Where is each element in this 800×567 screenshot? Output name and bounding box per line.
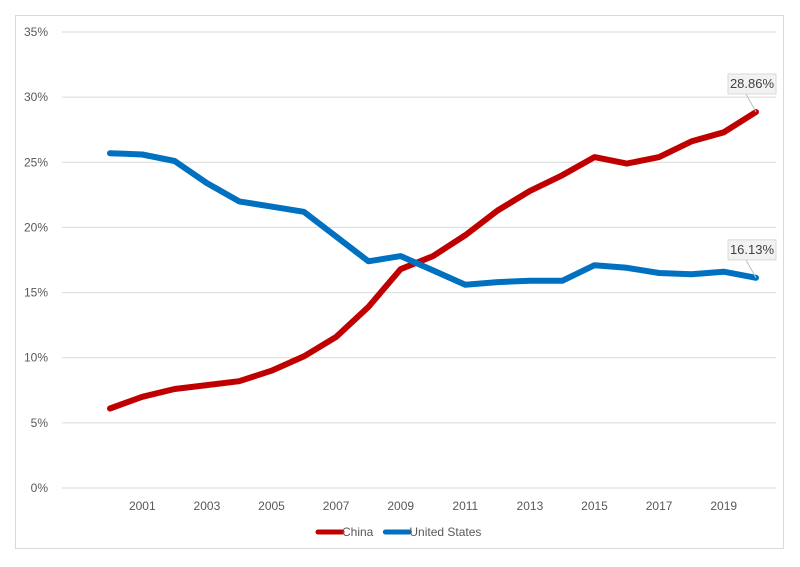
callout-leader: [745, 259, 757, 279]
x-tick-label: 2013: [517, 499, 544, 513]
y-tick-label: 5%: [31, 416, 49, 430]
y-tick-label: 0%: [31, 481, 49, 495]
x-axis-ticks: 2001 2003 2005 2007 2009 2011 2013 2015 2017 2019: [129, 499, 737, 513]
y-tick-label: 30%: [24, 90, 48, 104]
x-tick-label: 2019: [710, 499, 737, 513]
series-line-united-states: [107, 150, 759, 288]
data-callouts: 28.86% 16.13%: [727, 73, 777, 279]
y-tick-label: 15%: [24, 286, 48, 300]
y-tick-label: 25%: [24, 155, 48, 169]
callout-leader: [745, 93, 757, 113]
x-tick-label: 2015: [581, 499, 608, 513]
legend: China United States: [315, 525, 481, 539]
legend-label-china: China: [342, 525, 374, 539]
legend-label-united-states: United States: [409, 525, 481, 539]
y-tick-label: 20%: [24, 220, 48, 234]
y-tick-label: 10%: [24, 351, 48, 365]
callout-label: 28.86%: [730, 76, 775, 91]
x-tick-label: 2003: [194, 499, 221, 513]
y-tick-label: 35%: [24, 25, 48, 39]
x-tick-label: 2017: [646, 499, 673, 513]
callout-label: 16.13%: [730, 242, 775, 257]
x-tick-label: 2009: [387, 499, 414, 513]
callout-box: [727, 73, 777, 95]
callout-box: [727, 239, 777, 261]
x-tick-label: 2007: [323, 499, 350, 513]
series-line-china: [107, 109, 759, 412]
y-axis-ticks: 0% 5% 10% 15% 20% 25% 30% 35%: [24, 25, 48, 495]
line-chart: 0%5%10%15%20%25%30%35% 2001 2003 2005 2007 2…: [24, 25, 777, 539]
chart-frame: 0% 5% 10% 15% 20% 25% 30% 35% 2001 2003 2005 2007 2…: [15, 15, 784, 549]
x-tick-label: 2005: [258, 499, 285, 513]
series-lines: [107, 109, 759, 412]
x-tick-label: 2001: [129, 499, 156, 513]
x-tick-label: 2011: [452, 499, 478, 513]
